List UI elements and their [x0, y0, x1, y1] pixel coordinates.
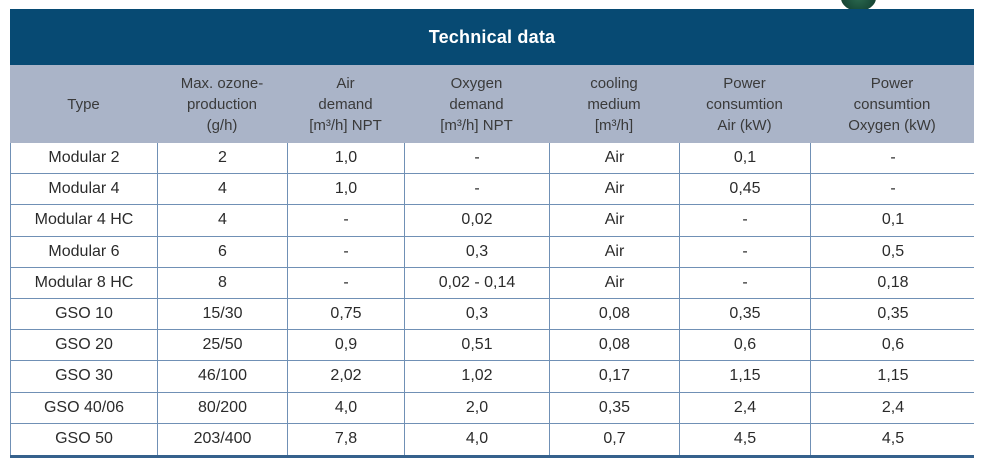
table-cell: 0,02 — [405, 205, 550, 236]
table-cell: 0,9 — [288, 330, 405, 361]
table-cell: Modular 6 — [11, 236, 158, 267]
table-cell: 4,0 — [288, 392, 405, 423]
partial-logo-icon — [841, 0, 876, 11]
table-cell: 0,6 — [881, 336, 905, 354]
table-cell: 4 — [158, 205, 288, 236]
table-cell: 0,51 — [405, 330, 550, 361]
column-header-ozone-production: Max. ozone- production (g/h) — [180, 74, 264, 134]
table-cell: 4,0 — [405, 423, 550, 455]
table-title: Technical data — [428, 26, 556, 47]
table-cell: Air — [550, 205, 680, 236]
table-cell: GSO 30 — [11, 361, 158, 392]
table-cell: 0,08 — [550, 330, 680, 361]
table-cell: 1,15 — [877, 367, 909, 385]
table-row-gso-40-06: GSO 40/06 80/200 4,0 2,0 0,35 2,4 2,4 — [10, 392, 974, 424]
table-cell: - — [288, 205, 405, 236]
table-cell: Air — [550, 267, 680, 298]
table-cell: 0,1 — [680, 143, 811, 174]
table-cell: Air — [550, 236, 680, 267]
table-cell: - — [288, 236, 405, 267]
table-title-bar: Technical data — [10, 9, 974, 65]
table-cell: 46/100 — [158, 361, 288, 392]
table-cell: 2,4 — [881, 398, 905, 416]
table-cell: Modular 4 HC — [11, 205, 158, 236]
table-cell: 0,3 — [405, 236, 550, 267]
column-header-type: Type — [67, 95, 100, 113]
table-row-gso-30: GSO 30 46/100 2,02 1,02 0,17 1,15 1,15 — [10, 361, 974, 393]
table-row-modular-4-hc: Modular 4 HC 4 - 0,02 Air - 0,1 — [10, 205, 974, 237]
table-cell: 1,02 — [405, 361, 550, 392]
table-cell: 6 — [158, 236, 288, 267]
table-cell: 1,0 — [288, 174, 405, 205]
table-cell: Modular 8 HC — [11, 267, 158, 298]
table-row-modular-8-hc: Modular 8 HC 8 - 0,02 - 0,14 Air - 0,18 — [10, 267, 974, 299]
table-cell: 2,02 — [288, 361, 405, 392]
column-header-power-oxygen: Power consumtion Oxygen (kW) — [848, 74, 936, 134]
table-cell: - — [890, 180, 896, 198]
table-cell: 80/200 — [158, 392, 288, 423]
table-cell: 2 — [158, 143, 288, 174]
table-cell: 4 — [158, 174, 288, 205]
table-cell: 203/400 — [158, 423, 288, 455]
table-cell: - — [680, 236, 811, 267]
table-cell: 0,45 — [680, 174, 811, 205]
table-cell: - — [288, 267, 405, 298]
table-row-gso-20: GSO 20 25/50 0,9 0,51 0,08 0,6 0,6 — [10, 330, 974, 362]
table-cell: 2,4 — [680, 392, 811, 423]
table-cell: Air — [550, 174, 680, 205]
table-cell: - — [680, 267, 811, 298]
column-header-oxygen-demand: Oxygen demand [m³/h] NPT — [440, 74, 513, 134]
table-cell: 0,35 — [877, 305, 909, 323]
table-cell: GSO 10 — [11, 298, 158, 330]
table-cell: GSO 50 — [11, 423, 158, 455]
column-header-air-demand: Air demand [m³/h] NPT — [309, 74, 382, 134]
table-cell: Air — [550, 143, 680, 174]
table-cell: 4,5 — [680, 423, 811, 455]
table-row-gso-10: GSO 10 15/30 0,75 0,3 0,08 0,35 0,35 — [10, 298, 974, 331]
column-header-cooling-medium: cooling medium [m³/h] — [587, 74, 641, 134]
table-cell: 0,5 — [881, 242, 905, 260]
table-cell: 0,7 — [550, 423, 680, 455]
table-cell: 0,02 - 0,14 — [405, 267, 550, 298]
table-cell: Modular 4 — [11, 174, 158, 205]
column-header-power-air: Power consumtion Air (kW) — [706, 74, 783, 134]
table-cell: 0,18 — [877, 273, 909, 291]
table-cell: 0,3 — [405, 298, 550, 330]
table-row-modular-2: Modular 2 2 1,0 - Air 0,1 - — [10, 143, 974, 175]
table-cell: 0,1 — [881, 211, 905, 229]
table-cell: - — [890, 149, 896, 167]
table-cell: 0,35 — [550, 392, 680, 423]
table-cell: - — [680, 205, 811, 236]
table-cell: 2,0 — [405, 392, 550, 423]
table-cell: 0,17 — [550, 361, 680, 392]
table-cell: 1,0 — [288, 143, 405, 174]
table-cell: 7,8 — [288, 423, 405, 455]
table-cell: 0,08 — [550, 298, 680, 330]
table-row-modular-4: Modular 4 4 1,0 - Air 0,45 - — [10, 174, 974, 206]
table-cell: 0,75 — [288, 298, 405, 330]
table-cell: - — [405, 174, 550, 205]
technical-data-table: Technical data Type Max. ozone- producti… — [10, 9, 974, 458]
table-cell: GSO 20 — [11, 330, 158, 361]
table-row-gso-50: GSO 50 203/400 7,8 4,0 0,7 4,5 4,5 — [10, 423, 974, 455]
table-header-row: Type Max. ozone- production (g/h) Air de… — [10, 65, 974, 143]
table-cell: 1,15 — [680, 361, 811, 392]
table-row-modular-6: Modular 6 6 - 0,3 Air - 0,5 — [10, 236, 974, 268]
table-cell: 25/50 — [158, 330, 288, 361]
table-cell: 4,5 — [881, 430, 905, 448]
table-cell: 0,6 — [680, 330, 811, 361]
table-cell: Modular 2 — [11, 143, 158, 174]
table-body: Modular 2 2 1,0 - Air 0,1 - Modular 4 4 … — [10, 143, 974, 458]
table-cell: 0,35 — [680, 298, 811, 330]
table-cell: GSO 40/06 — [11, 392, 158, 423]
table-cell: - — [405, 143, 550, 174]
table-cell: 15/30 — [158, 298, 288, 330]
table-cell: 8 — [158, 267, 288, 298]
